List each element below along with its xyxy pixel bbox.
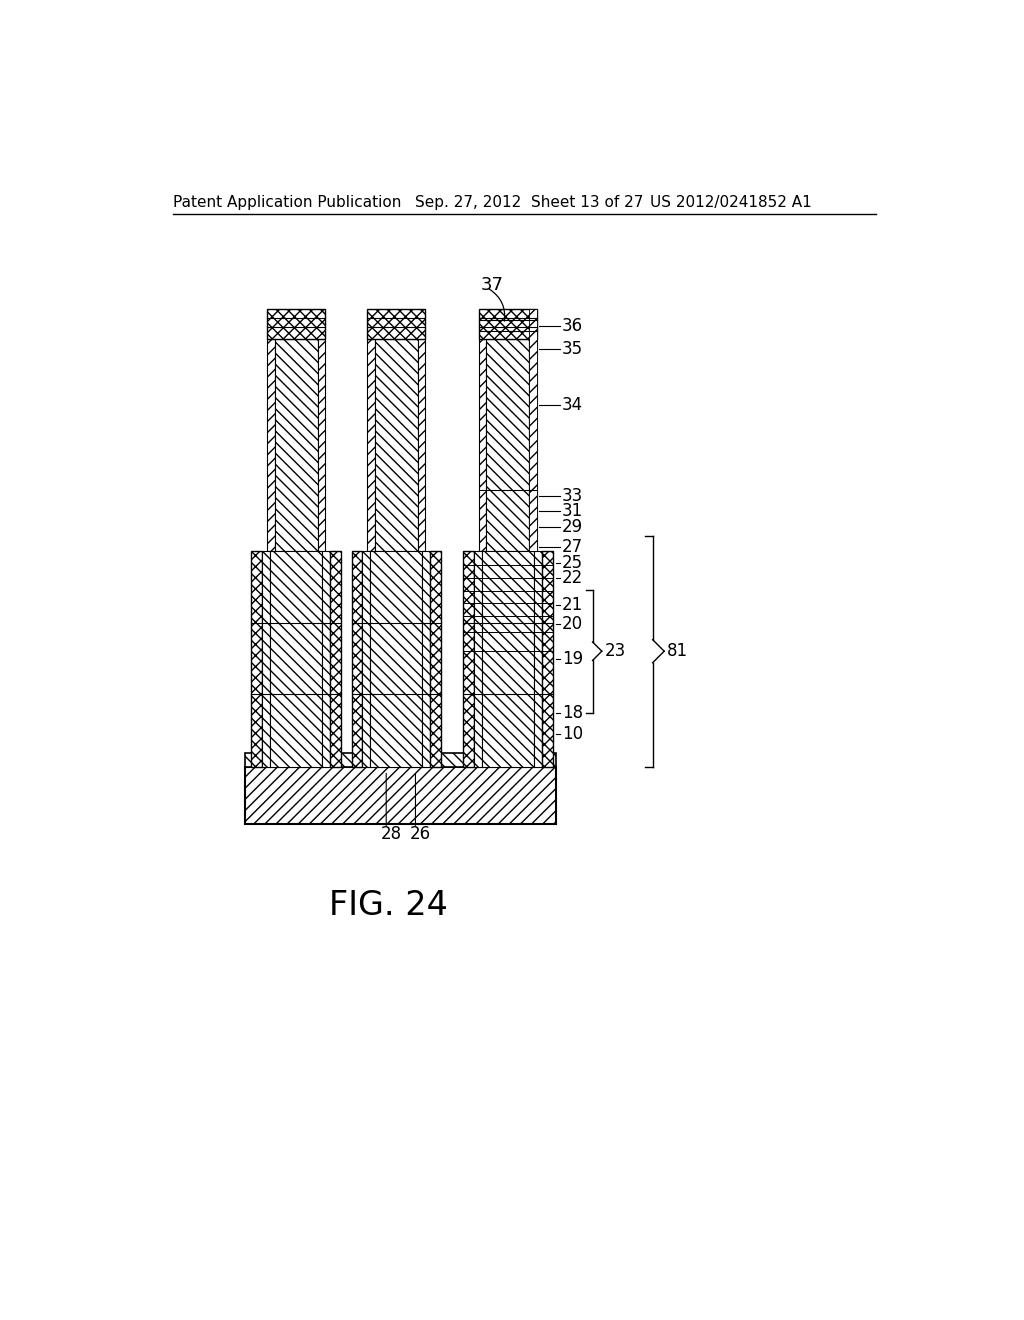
Bar [370,552,422,767]
Bar [362,552,370,767]
Text: 20: 20 [562,615,583,634]
Bar [323,552,330,767]
Text: 28: 28 [381,825,402,843]
Bar [463,552,474,767]
Text: 29: 29 [562,519,583,536]
Text: 33: 33 [562,487,583,504]
Text: 35: 35 [562,341,583,358]
Bar [245,752,556,767]
Bar [267,339,274,552]
Bar [245,767,556,825]
Bar [317,339,326,552]
Bar [422,552,430,767]
Text: 22: 22 [562,569,583,587]
Bar [481,552,535,767]
Text: Sep. 27, 2012  Sheet 13 of 27: Sep. 27, 2012 Sheet 13 of 27 [416,195,644,210]
Bar [367,309,425,339]
Text: FIG. 24: FIG. 24 [330,888,449,921]
Text: US 2012/0241852 A1: US 2012/0241852 A1 [650,195,812,210]
Bar [330,552,341,767]
Bar [274,339,317,552]
Text: 26: 26 [410,825,430,843]
Bar [375,339,418,552]
Bar [262,552,270,767]
Text: 10: 10 [562,726,583,743]
Text: 37: 37 [481,276,504,294]
Bar [367,339,375,552]
Bar [474,552,481,767]
Bar [252,552,262,767]
Bar [529,339,538,552]
Text: 21: 21 [562,597,583,614]
Bar [267,309,326,339]
Text: 31: 31 [562,502,583,520]
Text: 27: 27 [562,539,583,556]
Bar [270,552,323,767]
Bar [478,339,486,552]
Text: 23: 23 [605,643,626,660]
Bar [535,552,542,767]
Bar [529,309,538,552]
Bar [430,552,441,767]
Bar [542,552,553,767]
Bar [418,339,425,552]
Bar [478,309,538,339]
Text: 36: 36 [562,317,583,335]
Text: Patent Application Publication: Patent Application Publication [173,195,401,210]
Bar [351,552,362,767]
Text: 19: 19 [562,649,583,668]
Text: 25: 25 [562,553,583,572]
Text: 34: 34 [562,396,583,413]
Bar [486,339,529,552]
Text: 81: 81 [668,643,688,660]
Text: 18: 18 [562,704,583,722]
